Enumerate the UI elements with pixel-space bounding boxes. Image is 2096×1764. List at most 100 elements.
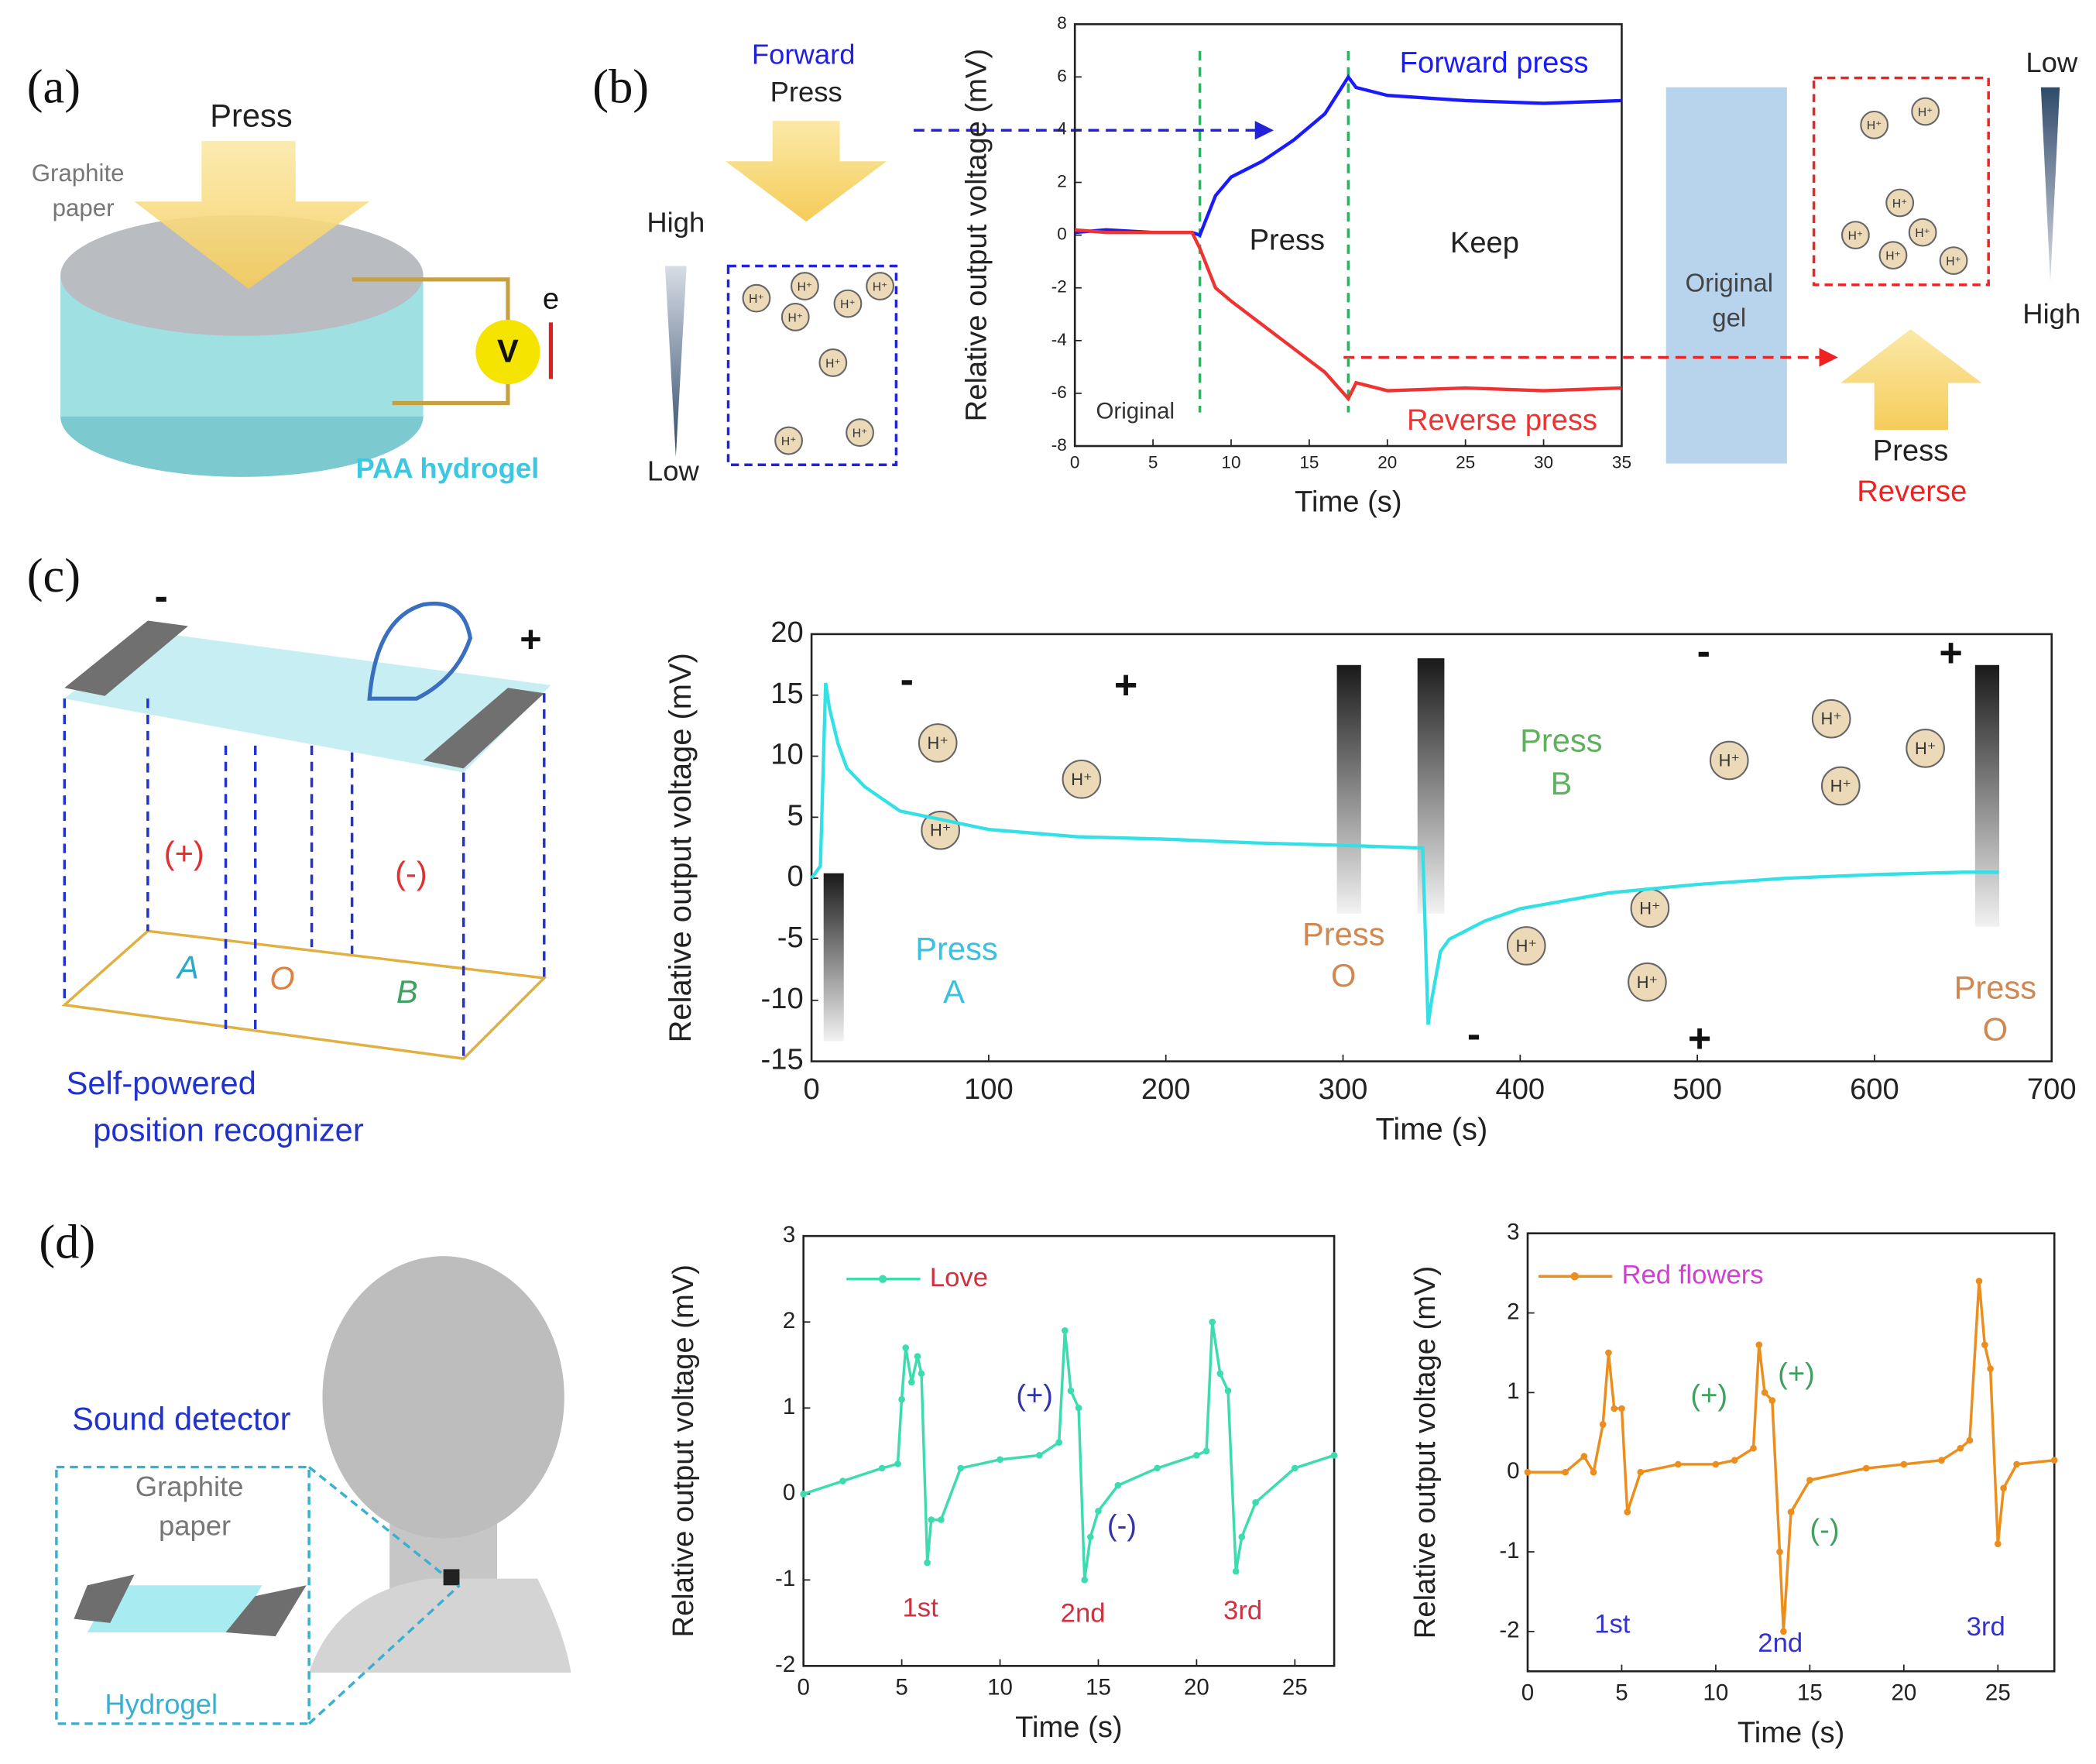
y-axis-label: Relative output voltage (mV) <box>664 653 698 1042</box>
x-tick-label: 600 <box>1850 1072 1899 1106</box>
data-point <box>1061 1326 1069 1334</box>
data-point <box>902 1344 910 1351</box>
data-point <box>1330 1451 1338 1459</box>
chart: 0 100 200 300 400 500 600 700 -15 -10 -5 0 5 10 15 20 Ti… <box>664 616 2077 1146</box>
y-tick-label: 1 <box>783 1394 795 1419</box>
inset-line <box>307 1584 461 1725</box>
label: Hydrogel <box>105 1688 218 1720</box>
ion <box>1820 766 1861 806</box>
ion-label: H⁺ <box>798 280 813 293</box>
press-band <box>1336 664 1361 914</box>
x-tick-label: 5 <box>1615 1680 1628 1706</box>
annotation: Press <box>1520 722 1602 758</box>
series-label: Forward press <box>1400 46 1589 79</box>
x-tick-label: 25 <box>1282 1675 1308 1701</box>
ion <box>833 289 863 318</box>
annotation: Press <box>1954 970 2036 1006</box>
x-tick-label: 500 <box>1672 1072 1722 1106</box>
panel-label: (d) <box>39 1214 95 1268</box>
data-point <box>1291 1464 1298 1472</box>
data-point <box>894 1460 901 1467</box>
hand-icon <box>367 602 473 701</box>
ion <box>1811 698 1851 739</box>
data-point <box>1975 1278 1983 1285</box>
data-point <box>1562 1468 1569 1476</box>
caption: Self-powered <box>67 1065 256 1101</box>
ion-label: H⁺ <box>1915 227 1930 240</box>
y-tick-label: -1 <box>1499 1538 1519 1563</box>
ion-label: H⁺ <box>1867 119 1882 132</box>
data-point <box>1216 1370 1224 1378</box>
annotation: Press <box>915 930 997 966</box>
label: + <box>520 619 541 661</box>
hydrogel-slab <box>64 631 551 773</box>
data-point <box>1193 1451 1200 1459</box>
data-point <box>1637 1468 1645 1476</box>
x-tick-label: 10 <box>987 1675 1013 1701</box>
data-point <box>898 1395 905 1403</box>
sensor <box>443 1569 460 1586</box>
annotation: 3rd <box>1223 1596 1262 1625</box>
press-arrow <box>1840 329 1982 431</box>
panel-d: (d) Sound detector Graphite paper Hydrog… <box>39 1214 571 1725</box>
arrow-head <box>1819 348 1838 367</box>
label: High <box>647 206 705 238</box>
label: Original <box>1685 269 1773 297</box>
data-point <box>914 1353 921 1360</box>
ion <box>742 283 771 313</box>
ion <box>918 723 958 763</box>
x-tick-label: 20 <box>1377 453 1397 472</box>
x-tick-label: 10 <box>1221 453 1240 472</box>
annotation: 3rd <box>1967 1612 2005 1642</box>
press-band <box>1974 664 2000 928</box>
data-point <box>1618 1405 1625 1412</box>
data-point <box>839 1477 846 1484</box>
inset-box <box>55 1465 310 1725</box>
shoulders <box>309 1578 571 1673</box>
ion <box>1939 246 1968 275</box>
ion-label: H⁺ <box>930 821 951 840</box>
ion-label: H⁺ <box>1516 936 1537 956</box>
voltmeter <box>475 319 540 385</box>
chart: 0 5 10 15 20 25 -2 -1 0 1 2 3 Time (s) Relative outpu… <box>1408 1219 2058 1749</box>
x-axis-label: Time (s) <box>1738 1716 1844 1749</box>
y-tick-label: 10 <box>770 738 803 771</box>
label: - <box>155 575 168 619</box>
y-axis-label: Relative output voltage (mV) <box>667 1265 700 1637</box>
data-point <box>1787 1508 1795 1515</box>
y-tick-label: 0 <box>1507 1458 1519 1484</box>
ion-label: H⁺ <box>1915 739 1936 758</box>
data-point <box>1580 1453 1588 1460</box>
data-point <box>1938 1457 1945 1464</box>
electrode <box>74 1574 135 1623</box>
label: V <box>497 332 519 369</box>
ion-label: H⁺ <box>1885 250 1901 263</box>
annotation: B <box>1550 765 1572 801</box>
annotation: Keep <box>1450 226 1519 259</box>
y-tick-label: 8 <box>1057 13 1067 33</box>
data-point <box>1599 1421 1607 1428</box>
x-tick-label: 0 <box>797 1675 809 1701</box>
data-point <box>1081 1576 1089 1584</box>
ion <box>791 272 819 300</box>
legend-marker <box>878 1275 887 1283</box>
ion <box>1911 97 1940 126</box>
guide-lines <box>63 693 546 1059</box>
annotation: (+) <box>1016 1378 1053 1412</box>
data-point <box>1755 1341 1763 1348</box>
annotation: Original <box>1096 398 1175 424</box>
ion <box>1709 740 1749 781</box>
annotation: 2nd <box>1061 1599 1106 1628</box>
ion <box>818 348 848 377</box>
label: Press <box>210 98 292 134</box>
y-tick-label: 0 <box>783 1480 795 1505</box>
y-tick-label: -2 <box>775 1652 795 1677</box>
annotation: O <box>1983 1011 2008 1047</box>
x-tick-label: 20 <box>1891 1680 1916 1706</box>
data-point <box>1086 1533 1094 1541</box>
data-point <box>1095 1508 1102 1515</box>
data-point <box>1202 1447 1210 1455</box>
hydrogel-strip <box>87 1585 262 1632</box>
annotation: (-) <box>1107 1509 1137 1543</box>
ion-label: H⁺ <box>1820 709 1841 729</box>
